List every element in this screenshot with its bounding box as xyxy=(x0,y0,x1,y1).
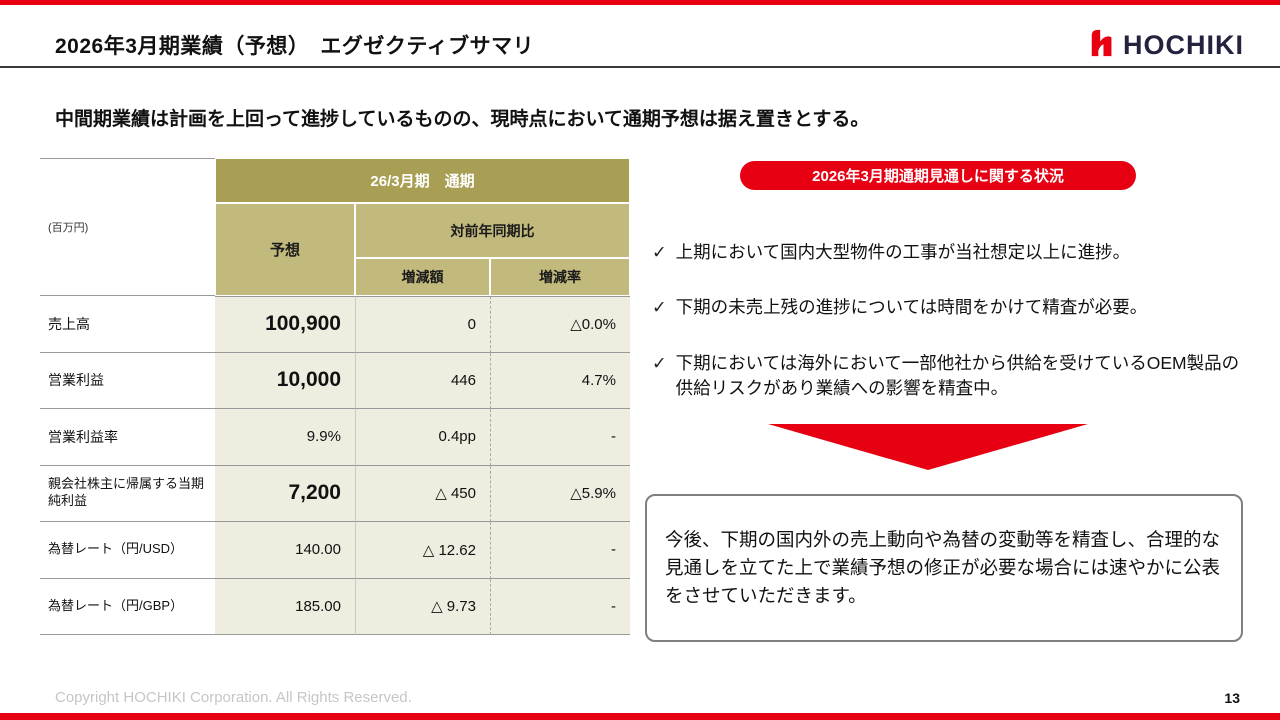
row-rate-sales: △0.0% xyxy=(490,296,630,353)
bullet-text: 下期においては海外において一部他社から供給を受けているOEM製品の供給リスクがあ… xyxy=(675,352,1240,399)
row-rate-operating-profit: 4.7% xyxy=(490,352,630,409)
bullet-text: 上期において国内大型物件の工事が当社想定以上に進捗。 xyxy=(675,242,1131,262)
list-item: ✓ 下期の未売上残の進捗については時間をかけて精査が必要。 xyxy=(652,295,1252,320)
row-amount-net-income: △ 450 xyxy=(355,465,490,522)
row-label-operating-profit: 営業利益 xyxy=(40,352,215,409)
row-rate-operating-margin: - xyxy=(490,409,630,466)
bottom-accent-bar xyxy=(0,713,1280,720)
row-forecast-sales: 100,900 xyxy=(215,296,355,353)
row-rate-fx-gbp: - xyxy=(490,578,630,635)
row-label-sales: 売上高 xyxy=(40,296,215,353)
row-amount-operating-margin: 0.4pp xyxy=(355,409,490,466)
forecast-revision-note: 今後、下期の国内外の売上動向や為替の変動等を精査し、合理的な見通しを立てた上で業… xyxy=(645,494,1243,642)
forecast-table: (百万円) 26/3月期 通期 予想 対前年同期比 増減額 増減率 売上高 10… xyxy=(40,158,630,635)
outlook-status-badge: 2026年3月期通期見通しに関する状況 xyxy=(740,161,1136,190)
row-label-operating-margin: 営業利益率 xyxy=(40,409,215,466)
row-forecast-fx-gbp: 185.00 xyxy=(215,578,355,635)
table-header-change-rate: 増減率 xyxy=(490,258,630,296)
check-icon: ✓ xyxy=(652,297,667,318)
row-amount-sales: 0 xyxy=(355,296,490,353)
row-label-fx-usd: 為替レート（円/USD） xyxy=(40,522,215,579)
hochiki-logo-text: HOCHIKI xyxy=(1123,30,1244,60)
check-icon: ✓ xyxy=(652,352,667,373)
row-amount-fx-usd: △ 12.62 xyxy=(355,522,490,579)
row-rate-fx-usd: - xyxy=(490,522,630,579)
row-forecast-net-income: 7,200 xyxy=(215,465,355,522)
check-icon: ✓ xyxy=(652,242,667,262)
header-divider xyxy=(0,66,1280,68)
row-label-net-income: 親会社株主に帰属する当期純利益 xyxy=(40,465,215,522)
copyright-text: Copyright HOCHIKI Corporation. All Right… xyxy=(55,689,412,706)
row-rate-net-income: △5.9% xyxy=(490,465,630,522)
page-number: 13 xyxy=(1224,690,1240,706)
list-item: ✓ 下期においては海外において一部他社から供給を受けているOEM製品の供給リスク… xyxy=(652,351,1252,402)
down-arrow-icon xyxy=(768,424,1088,475)
table-unit-label: (百万円) xyxy=(40,158,215,296)
table-header-period: 26/3月期 通期 xyxy=(215,158,630,203)
row-forecast-operating-margin: 9.9% xyxy=(215,409,355,466)
row-forecast-operating-profit: 10,000 xyxy=(215,352,355,409)
note-text: 今後、下期の国内外の売上動向や為替の変動等を精査し、合理的な見通しを立てた上で業… xyxy=(665,529,1221,606)
bullet-text: 下期の未売上残の進捗については時間をかけて精査が必要。 xyxy=(675,297,1148,318)
page-title: 2026年3月期業績（予想） エグゼクティブサマリ xyxy=(55,35,535,58)
row-amount-operating-profit: 446 xyxy=(355,352,490,409)
top-accent-bar xyxy=(0,0,1280,5)
row-amount-fx-gbp: △ 9.73 xyxy=(355,578,490,635)
lead-statement: 中間期業績は計画を上回って進捗しているものの、現時点において通期予想は据え置きと… xyxy=(55,109,870,130)
outlook-bullet-list: ✓ 上期において国内大型物件の工事が当社想定以上に進捗。 ✓ 下期の未売上残の進… xyxy=(652,240,1252,402)
row-forecast-fx-usd: 140.00 xyxy=(215,522,355,579)
hochiki-logo-mark-icon xyxy=(1088,28,1118,63)
table-header-yoy: 対前年同期比 xyxy=(355,203,630,258)
hochiki-logo: HOCHIKI xyxy=(1088,28,1244,63)
table-header-forecast: 予想 xyxy=(215,203,355,296)
list-item: ✓ 上期において国内大型物件の工事が当社想定以上に進捗。 xyxy=(652,240,1252,265)
table-header-change-amount: 増減額 xyxy=(355,258,490,296)
row-label-fx-gbp: 為替レート（円/GBP） xyxy=(40,578,215,635)
